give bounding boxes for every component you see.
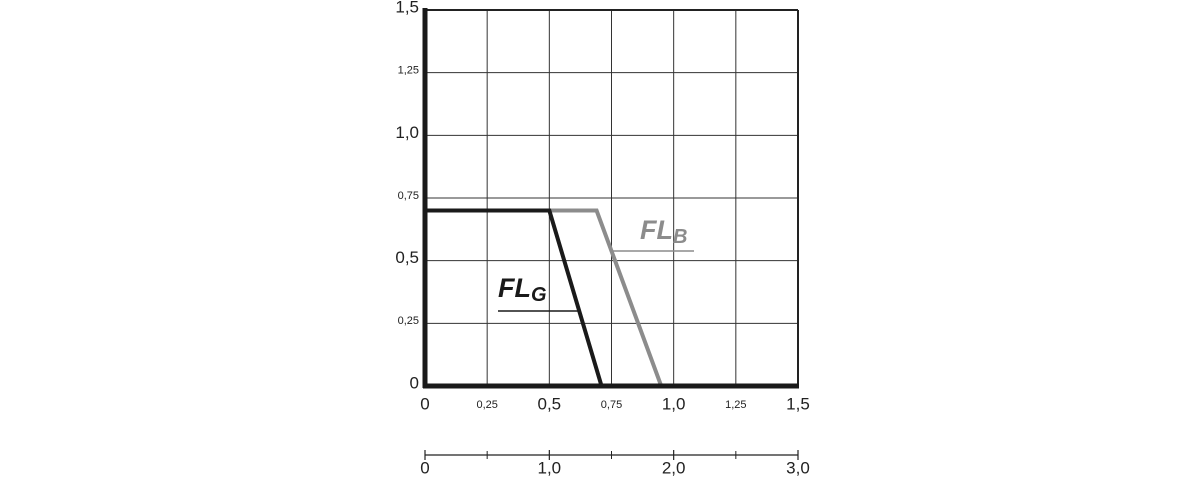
- y-tick-label: 1,0: [395, 123, 419, 142]
- x2-tick-label: 0: [420, 458, 429, 477]
- y-tick-label: 0,75: [398, 190, 419, 202]
- y-tick-label: 0,5: [395, 248, 419, 267]
- x-tick-label: 0: [420, 394, 429, 413]
- y-tick-label: 0: [410, 373, 419, 392]
- series-subscript: B: [673, 226, 687, 248]
- series-line: [425, 208, 604, 387]
- x-tick-label: 0,25: [476, 399, 497, 411]
- x2-tick-label: 3,0: [786, 458, 810, 477]
- y-tick-label: 1,5: [395, 0, 419, 16]
- x2-tick-label: 2,0: [662, 458, 686, 477]
- x-tick-label: 1,0: [662, 394, 686, 413]
- y-tick-label: 0,25: [398, 315, 419, 327]
- x-tick-label: 0,75: [601, 399, 622, 411]
- series-label: FLG: [498, 273, 547, 306]
- series-label: FLB: [640, 215, 687, 248]
- x2-tick-label: 1,0: [538, 458, 562, 477]
- y-tick-label: 1,25: [398, 65, 419, 77]
- series-subscript: G: [531, 284, 547, 306]
- x-tick-label: 0,5: [538, 394, 562, 413]
- series-name: FL: [498, 273, 531, 303]
- series-name: FL: [640, 215, 673, 245]
- x-tick-label: 1,25: [725, 399, 746, 411]
- x-tick-label: 1,5: [786, 394, 810, 413]
